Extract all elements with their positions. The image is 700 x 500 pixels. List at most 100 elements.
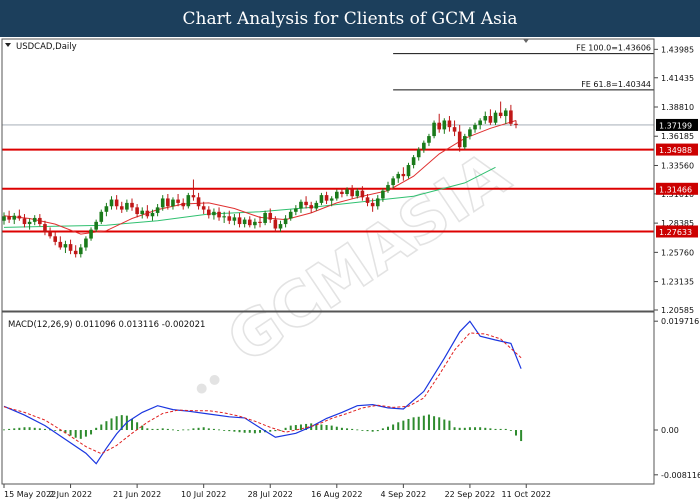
macd-histogram-bar [202,427,205,431]
macd-histogram-bar [427,414,430,431]
macd-histogram-bar [499,428,502,431]
macd-histogram-bar [417,416,420,431]
candle-body [22,218,27,225]
candle-body [319,195,324,203]
candle [514,120,518,129]
candle [212,208,216,220]
candle-body [329,198,334,201]
candle-body [32,217,37,222]
macd-histogram-bar [79,430,82,439]
candle [135,204,139,218]
candle-body [258,221,262,223]
candle [89,227,93,241]
candle-body [493,112,498,123]
macd-histogram-bar [509,430,512,431]
candle-body [355,190,360,197]
macd-histogram-bar [218,429,221,431]
macd-histogram-bar [402,420,405,431]
candle-body [242,219,247,225]
candle [32,215,37,226]
x-tick-label: 22 Sep 2022 [445,490,496,499]
candle-body [140,210,145,215]
candle-body [191,195,196,198]
candle-body [201,206,206,210]
macd-histogram-bar [387,426,389,431]
candle [43,220,47,236]
candle [273,216,278,232]
candle-body [503,110,508,117]
macd-histogram-bar [468,427,471,431]
sr-level-label-text: 1.31466 [659,185,692,194]
macd-histogram-bar [299,424,302,431]
macd-histogram-bar [146,428,149,431]
chart-frame [1,38,655,485]
candle [73,245,78,258]
price-pane-border [1,38,655,312]
candle-body [84,238,88,248]
candle [155,204,160,217]
sr-level-label-text: 1.27633 [659,228,692,237]
candle [416,147,421,161]
candle-body [53,236,57,242]
y-tick-label: 1.25760 [661,248,694,257]
candle-body [457,131,462,148]
macd-histogram-bar [197,427,200,431]
candle [171,197,175,210]
candle [452,120,457,137]
y-tick-label: 1.28385 [661,219,694,228]
macd-histogram-bar [141,425,144,431]
macd-histogram-bar [33,427,36,431]
candle-body [509,110,513,124]
y-tick-label: 1.20585 [661,306,694,315]
candle [488,109,493,125]
candle [109,196,114,210]
candle [191,179,196,201]
candle-body [207,209,211,216]
candle-body [314,202,319,209]
candle [493,110,498,125]
candle-body [12,215,17,220]
candle-body [370,202,375,207]
macd-histogram-bar [284,427,287,431]
candle-body [109,199,114,207]
candle-body [360,190,365,198]
macd-pane: 0.019716 0.00 -0.008116 [3,317,700,480]
candle [350,185,354,199]
candle-body [375,198,380,207]
candle [324,191,329,205]
macd-histogram-bar [171,429,174,431]
sr-level-label: 1.34988 [656,143,698,156]
macd-histogram-bar [320,424,323,431]
candle-body [114,199,119,207]
y-tick-label: 1.36185 [661,132,694,141]
ma-slow-line [3,166,496,228]
candle [150,209,155,221]
candle-body [232,217,237,221]
macd-histogram-bar [23,427,26,431]
candle [365,193,370,207]
macd-histogram-bar [100,424,103,431]
candle [7,210,11,223]
candle [411,155,416,169]
candle-body [73,250,78,255]
candle [176,193,180,207]
x-tick-label: 28 Jul 2022 [248,490,293,499]
macd-histogram-bar [504,428,507,431]
macd-histogram-bar [356,429,359,431]
candle [84,236,88,251]
candle-body [411,157,416,166]
scroll-triangle-icon [523,39,529,43]
macd-y-tick-label: -0.008116 [661,471,700,480]
y-tick-label: 1.41435 [661,74,694,83]
candle-body [324,195,329,201]
macd-histogram-bar [351,428,354,431]
candle-body [166,198,170,207]
macd-histogram-bar [484,427,487,431]
macd-histogram-bar [54,430,57,431]
x-tick-label: 2 Jun 2022 [49,490,92,499]
candle-body [437,122,441,130]
x-tick-label: 4 Sep 2022 [381,490,427,499]
candle-body [468,129,472,137]
candle [232,214,237,226]
macd-y-tick-label: 0.019716 [661,317,699,326]
